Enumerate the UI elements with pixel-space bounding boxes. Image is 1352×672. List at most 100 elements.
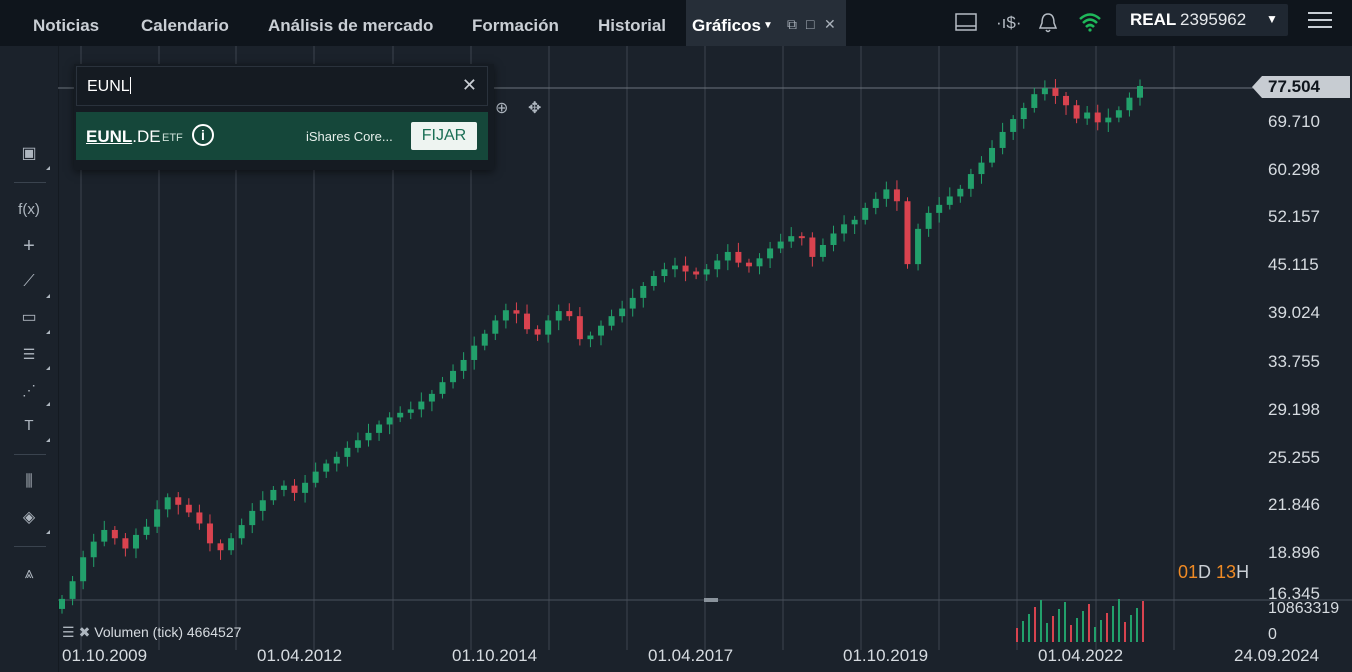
candle-body <box>619 308 626 317</box>
candle-body <box>819 244 826 257</box>
candle-body <box>80 557 87 582</box>
volume-bar <box>1100 620 1102 642</box>
price-axis-label: 25.255 <box>1268 448 1320 467</box>
candle-body <box>555 311 562 321</box>
tab-formacion[interactable]: Formación <box>472 16 559 35</box>
result-symbol: EUNL.DE <box>86 127 161 146</box>
candle-body <box>132 534 139 549</box>
candle-body <box>249 510 256 526</box>
candle-body <box>798 236 805 239</box>
date-axis-label: 24.09.2024 <box>1234 646 1320 665</box>
tab-historial[interactable]: Historial <box>598 16 667 35</box>
layout-icon[interactable] <box>955 12 977 34</box>
pin-button[interactable]: FIJAR <box>411 122 477 150</box>
candle-body <box>534 329 541 335</box>
candle-body <box>228 538 235 551</box>
volume-zero-label: 0 <box>1268 626 1277 643</box>
crosshair-plus-icon[interactable]: + <box>23 235 35 257</box>
candle-body <box>185 504 192 513</box>
candle-body <box>513 310 520 314</box>
account-selector[interactable]: REAL 2395962 ▼ <box>1116 4 1288 36</box>
candle-countdown: 01D 13H <box>1178 562 1250 582</box>
candle-body <box>915 228 922 265</box>
account-number: 2395962 <box>1180 10 1247 29</box>
candle-body <box>714 260 721 270</box>
candle-body <box>1115 110 1122 118</box>
candle-body <box>598 325 604 336</box>
tab-calendario[interactable]: Calendario <box>141 16 229 35</box>
popout-icon[interactable]: ⧉ <box>787 16 797 32</box>
candle-body <box>175 497 182 505</box>
candle-body <box>967 174 974 189</box>
candle-body <box>904 201 911 265</box>
candle-body <box>545 320 552 335</box>
tab-analisis-mercado[interactable]: Análisis de mercado <box>268 16 434 35</box>
candle-body <box>154 509 161 527</box>
indicators-fx-icon[interactable]: f(x) <box>18 201 40 218</box>
volume-legend: ☰ ✖ Volumen (tick) 4664527 <box>62 624 241 641</box>
bell-icon[interactable] <box>1038 12 1058 34</box>
candle-body <box>407 409 414 413</box>
tab-graficos-label: Gráficos <box>692 16 761 35</box>
price-axis-label: 45.115 <box>1268 255 1319 274</box>
candle-body <box>69 581 76 599</box>
volume-bar <box>1094 627 1096 642</box>
info-icon[interactable]: i <box>192 124 214 146</box>
move-arrows-icon[interactable]: ✥ <box>528 100 542 117</box>
maximize-icon[interactable]: □ <box>806 16 815 32</box>
result-name: iShares Core... <box>306 129 393 144</box>
candle-body <box>957 188 964 197</box>
candle-body <box>428 393 435 402</box>
price-axis-label: 29.198 <box>1268 400 1320 419</box>
candle-body <box>164 497 171 510</box>
candle-body <box>830 233 837 245</box>
trade-dollar-icon[interactable]: ·ı$· <box>996 13 1022 32</box>
tab-graficos[interactable]: Gráficos ▼ <box>686 0 846 46</box>
close-icon[interactable]: ✖ <box>78 624 91 640</box>
volume-bar <box>1118 599 1120 642</box>
zoom-icon[interactable]: ⊕ <box>495 100 509 117</box>
candle-body <box>376 424 383 433</box>
top-nav-bar: Noticias Calendario Análisis de mercado … <box>0 0 1352 46</box>
share-icon[interactable]: ⩓ <box>24 565 34 582</box>
candle-body <box>101 529 108 542</box>
layers-icon[interactable]: ◈ <box>14 506 50 534</box>
tab-noticias[interactable]: Noticias <box>33 16 100 35</box>
search-result-item[interactable]: EUNL.DE ETF i iShares Core... FIJAR <box>76 112 488 160</box>
candle-body <box>344 447 351 457</box>
trend-line-icon[interactable]: ⟋ <box>14 270 50 298</box>
chart-type-icon[interactable]: ▣ <box>14 142 50 170</box>
candle-body <box>767 248 774 259</box>
candles-settings-icon[interactable]: ⫼ <box>25 473 33 490</box>
candle-body <box>788 236 795 242</box>
candle-body <box>333 456 340 464</box>
hamburger-menu-icon[interactable] <box>1308 12 1332 32</box>
candle-body <box>1052 88 1059 96</box>
candle-body <box>1137 86 1143 98</box>
fibonacci-icon[interactable]: ☰ <box>14 342 50 370</box>
candle-body <box>291 485 298 493</box>
candle-body <box>989 147 996 163</box>
candle-body <box>1126 97 1133 111</box>
last-price-tag: 77.504 <box>1252 76 1350 98</box>
price-axis-label: 52.157 <box>1268 207 1320 226</box>
volume-bar <box>1052 616 1054 642</box>
candle-body <box>936 204 943 213</box>
candle-body <box>841 224 848 234</box>
fan-lines-icon[interactable]: ⋰ <box>14 378 50 406</box>
volume-legend-text: Volumen (tick) 4664527 <box>94 624 242 640</box>
list-icon[interactable]: ☰ <box>62 624 75 640</box>
clear-search-icon[interactable]: ✕ <box>461 75 477 95</box>
rectangle-icon[interactable]: ▭ <box>14 306 50 334</box>
close-icon[interactable]: ✕ <box>824 16 836 32</box>
candle-body <box>122 538 129 549</box>
candle-body <box>312 471 319 483</box>
candle-body <box>481 333 488 346</box>
text-tool-icon[interactable]: T <box>14 414 50 442</box>
symbol-search-input[interactable]: EUNL ✕ <box>76 66 488 106</box>
candle-body <box>809 237 816 257</box>
candle-body <box>999 131 1006 148</box>
candle-body <box>650 275 657 286</box>
candle-body <box>143 526 150 535</box>
candle-body <box>862 207 869 220</box>
